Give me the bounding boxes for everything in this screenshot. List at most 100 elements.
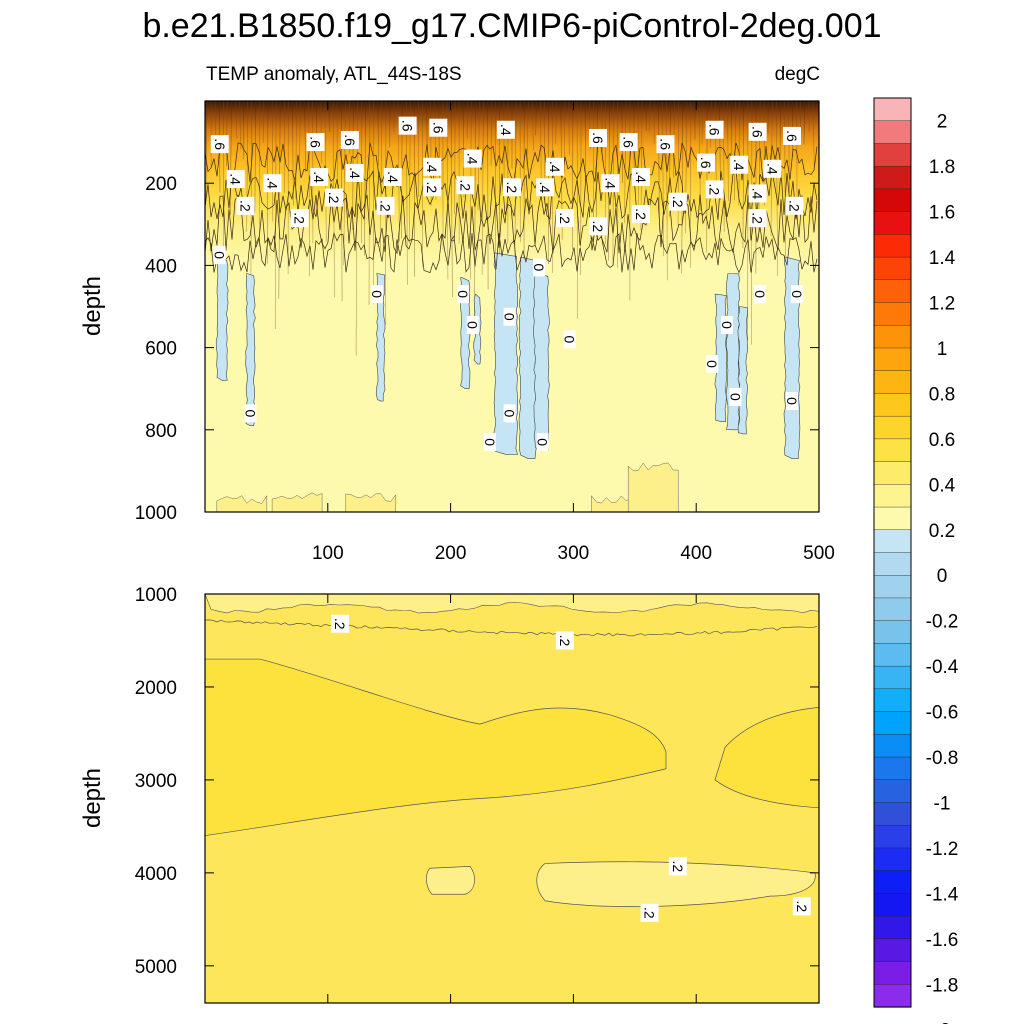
contour-label-bg xyxy=(226,170,245,189)
contour-streak xyxy=(250,100,252,279)
contour-label-bg xyxy=(456,176,475,195)
contour-label-bg xyxy=(345,163,364,182)
contour-label-bg xyxy=(785,196,804,215)
contour-label: .2 xyxy=(557,212,573,224)
colorbar-swatch xyxy=(873,575,912,599)
contour-label: .4 xyxy=(228,173,244,185)
colorbar-label: 0.6 xyxy=(929,430,955,451)
contour-label: 0 xyxy=(369,290,385,298)
lower-contour-labels: .2 .2 .2 .2 .2 xyxy=(331,614,811,922)
colorbar-swatch xyxy=(873,279,912,304)
contour-label-bg xyxy=(310,168,329,187)
contour-label: .2 xyxy=(457,179,473,191)
colorbar-label: -0.6 xyxy=(926,703,959,724)
contour-label-bg xyxy=(588,217,607,236)
contour-label: 0 xyxy=(727,393,743,401)
colorbar-label: 0.8 xyxy=(929,384,955,405)
colorbar-label: -1.2 xyxy=(926,839,959,860)
warm-patch xyxy=(345,493,397,513)
contour-label: .2 xyxy=(750,212,766,224)
contour-label-bg xyxy=(213,246,226,265)
colorbar-swatch xyxy=(873,234,912,258)
contour-label-bg xyxy=(640,903,659,922)
contour-label-bg xyxy=(210,135,229,154)
colorbar-swatch xyxy=(873,597,912,622)
contour-label: .6 xyxy=(308,136,324,148)
contour-streak xyxy=(438,100,440,194)
contour-streak xyxy=(259,100,261,247)
contour-label: 0 xyxy=(502,409,518,417)
colorbar-swatch xyxy=(873,256,912,281)
chart-subtitle-units: degC xyxy=(774,64,820,85)
contour-label: .2 xyxy=(332,618,348,630)
contour-streak xyxy=(450,100,453,298)
colorbar-label: -1.8 xyxy=(926,975,959,996)
colorbar-swatch xyxy=(873,779,912,804)
contour-streak xyxy=(715,100,717,193)
contour-label-bg xyxy=(555,209,574,228)
lower-contour-regions xyxy=(204,593,820,907)
colorbar-label: 1 xyxy=(937,339,948,360)
contour-label: .2 xyxy=(786,200,802,212)
colorbar-swatch xyxy=(873,552,912,576)
contour-label-bg xyxy=(244,404,257,423)
contour-label: .2 xyxy=(292,212,308,224)
contour-streak xyxy=(377,100,379,166)
contour-label-bg xyxy=(748,209,767,228)
colorbar-label: 1.2 xyxy=(929,294,955,315)
contour-label: .4 xyxy=(265,177,281,189)
colorbar-swatch xyxy=(873,97,912,122)
colorbar-swatch xyxy=(873,165,912,190)
contour-streak xyxy=(662,100,664,257)
colorbar-swatch xyxy=(873,870,912,894)
contour-streak xyxy=(666,100,668,281)
contour-label: .4 xyxy=(602,177,618,189)
colorbar-swatch xyxy=(873,756,912,781)
contour-label-bg xyxy=(720,315,733,334)
colorbar-swatch xyxy=(873,415,912,440)
contour-streak xyxy=(532,100,534,151)
contour-label: .4 xyxy=(537,181,553,193)
colorbar-swatch xyxy=(873,120,912,145)
y-tick-label: 2000 xyxy=(135,678,177,699)
colorbar-swatch xyxy=(873,643,912,667)
contour-label-bg xyxy=(748,184,767,203)
contour-label-bg xyxy=(290,209,309,228)
y-tick-label: 1000 xyxy=(135,503,177,524)
contour-streak xyxy=(205,100,208,205)
contour-label: 0 xyxy=(719,321,735,329)
colorbar-swatch xyxy=(873,438,912,463)
contour-streak xyxy=(487,100,489,290)
contour-label: 0 xyxy=(789,290,805,298)
colorbar: 2 1.8 1.6 1.4 1.2 1 0.8 0.6 0.4 0.2 0 -0.2 -0.4 -0.6 -… xyxy=(873,97,959,1024)
colorbar-swatch xyxy=(873,665,912,690)
colorbar-swatch xyxy=(873,484,912,508)
colorbar-swatch xyxy=(873,211,912,235)
contour-streak xyxy=(490,100,492,166)
contour-streak xyxy=(230,100,232,216)
contour-label: .4 xyxy=(750,188,766,200)
contour-label-bg xyxy=(790,285,803,304)
contour-label-bg xyxy=(236,196,255,215)
negative-anomaly-region xyxy=(215,256,229,381)
contour-label-bg xyxy=(398,116,417,135)
upper-contour-labels: .6 .6 .6 .6 .6 .4 .6 .6 .6 .6 .6 .6 .4 .4 .4 .4 .4 .4 .4 .4… xyxy=(210,116,805,452)
contour-streak xyxy=(701,100,704,145)
contour-label-bg xyxy=(324,188,343,207)
contour-streak xyxy=(368,100,371,306)
contour-streak xyxy=(271,100,274,222)
lower-cool-lens-left xyxy=(426,865,475,895)
contour-label: .6 xyxy=(212,138,228,150)
colorbar-label: 1.4 xyxy=(929,248,956,269)
contour-label-bg xyxy=(601,174,620,193)
y-tick-label: 200 xyxy=(145,174,177,195)
colorbar-swatch xyxy=(873,734,912,758)
contour-label: .2 xyxy=(378,200,394,212)
colorbar-swatch xyxy=(873,347,912,372)
colorbar-label: 1.8 xyxy=(929,157,955,178)
contour-label-bg xyxy=(423,157,442,176)
colorbar-swatch xyxy=(873,188,912,213)
contour-label: .2 xyxy=(707,184,723,196)
contour-label-bg xyxy=(782,126,801,145)
contour-streak xyxy=(254,100,257,214)
